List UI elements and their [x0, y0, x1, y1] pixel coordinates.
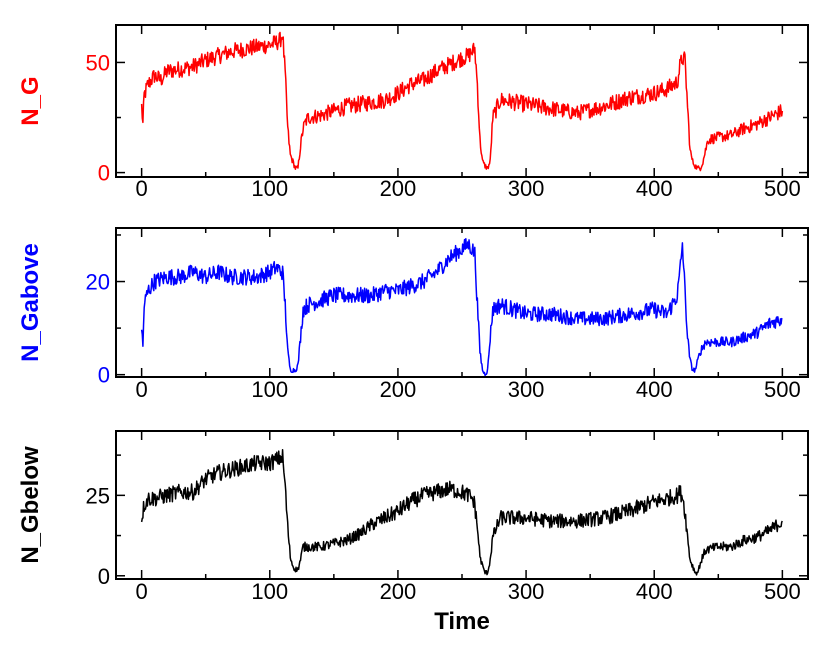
- y-tick-label: 0: [98, 363, 110, 388]
- y-axis-title: N_Gbelow: [17, 446, 44, 564]
- x-tick-label: 300: [508, 176, 545, 201]
- y-axis-title: N_G: [17, 76, 44, 125]
- x-tick-label: 500: [764, 377, 801, 402]
- x-tick-label: 200: [380, 377, 417, 402]
- x-tick-label: 300: [508, 377, 545, 402]
- y-tick-label: 0: [98, 564, 110, 589]
- panel-N_Gabove: 0 100 200 300 400 500 0 20 N_Gabove: [17, 227, 809, 402]
- x-tick-label: 400: [636, 176, 673, 201]
- y-axis-title: N_Gabove: [17, 243, 44, 362]
- series-line-N_Gbelow: [140, 448, 783, 576]
- y-tick-label: 50: [86, 50, 110, 75]
- series-line-N_G: [140, 31, 784, 172]
- x-tick-label: 0: [136, 377, 148, 402]
- series-line-N_Gabove: [140, 238, 783, 377]
- x-tick-label: 300: [508, 579, 545, 604]
- panel-N_G: 0 100 200 300 400 500 0 50 N_G: [17, 24, 809, 201]
- panel-N_Gbelow: 0 100 200 300 400 500 0 25 N_Gbelow Time: [17, 430, 809, 635]
- x-tick-label: 100: [251, 579, 288, 604]
- x-tick-label: 200: [380, 176, 417, 201]
- x-tick-label: 0: [136, 176, 148, 201]
- x-tick-label: 500: [764, 579, 801, 604]
- y-tick-label: 20: [86, 270, 110, 295]
- x-tick-label: 400: [636, 377, 673, 402]
- plot-frame: [115, 430, 809, 580]
- x-tick-label: 200: [380, 579, 417, 604]
- y-tick-label: 0: [98, 161, 110, 186]
- x-tick-label: 0: [136, 579, 148, 604]
- x-axis-title: Time: [434, 608, 490, 635]
- x-tick-label: 100: [251, 176, 288, 201]
- x-tick-label: 500: [764, 176, 801, 201]
- x-tick-label: 100: [251, 377, 288, 402]
- x-tick-label: 400: [636, 579, 673, 604]
- y-tick-label: 25: [86, 483, 110, 508]
